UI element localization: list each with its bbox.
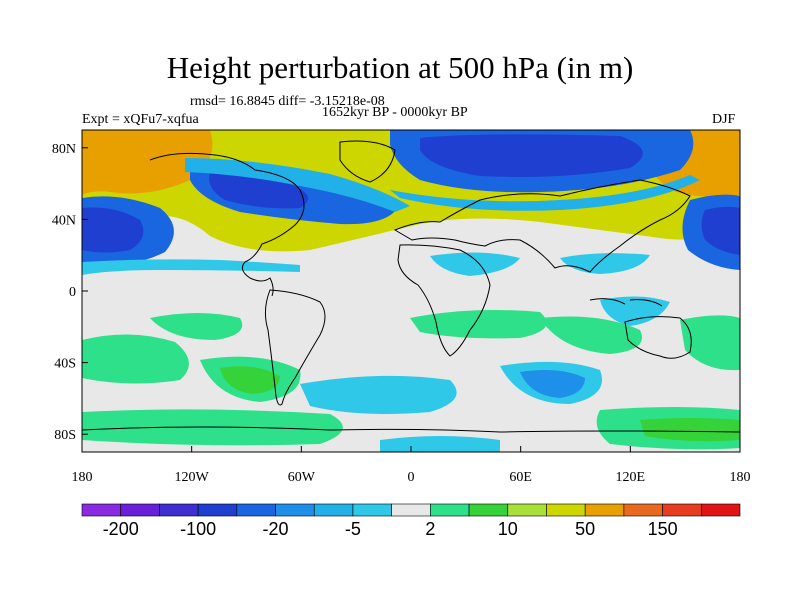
colorbar-label: -100 — [180, 519, 216, 539]
lat-tick-label: 80S — [54, 428, 76, 443]
colorbar-swatch — [159, 503, 199, 517]
colorbar-swatch — [507, 503, 547, 517]
latitude-axis: 80N 40N 0 40S 80S — [52, 142, 88, 443]
colorbar-swatch — [623, 503, 663, 517]
lat-tick-label: 0 — [69, 285, 76, 300]
colorbar-label: -200 — [103, 519, 139, 539]
colorbar-label: 2 — [425, 519, 435, 539]
lon-tick-label: 180 — [72, 470, 93, 485]
longitude-axis: 180 120W 60W 0 60E 120E 180 — [72, 446, 751, 485]
contour-field — [82, 130, 740, 452]
lon-tick-label: 120W — [175, 470, 210, 485]
lat-tick-label: 40S — [54, 357, 76, 372]
colorbar-swatch — [352, 503, 392, 517]
colorbar: -200 -100 -20 -5 2 10 50 150 — [81, 503, 741, 539]
lon-tick-label: 60W — [288, 470, 316, 485]
season-label: DJF — [712, 112, 736, 127]
stats-text: rmsd= 16.8845 diff= -3.15218e-08 — [190, 94, 385, 109]
colorbar-label: -20 — [263, 519, 289, 539]
colorbar-swatch — [313, 503, 354, 517]
colorbar-label: 50 — [575, 519, 595, 539]
lat-tick-label: 80N — [52, 142, 76, 157]
map-title: Height perturbation at 500 hPa (in m) — [166, 50, 634, 85]
colorbar-swatch — [468, 503, 509, 517]
lon-tick-label: 120E — [616, 470, 646, 485]
colorbar-swatch — [236, 503, 276, 517]
colorbar-swatch — [430, 503, 470, 517]
coastlines — [82, 140, 740, 433]
colorbar-label: -5 — [345, 519, 361, 539]
colorbar-swatch — [662, 503, 702, 517]
colorbar-swatch — [120, 503, 160, 517]
lon-tick-label: 60E — [509, 470, 532, 485]
lon-tick-label: 180 — [730, 470, 751, 485]
colorbar-swatch — [81, 503, 122, 517]
colorbar-swatch — [197, 503, 238, 517]
colorbar-swatch — [546, 503, 586, 517]
colorbar-label: 10 — [498, 519, 518, 539]
colorbar-swatch — [391, 503, 431, 517]
subtitle-text: 1652kyr BP - 0000kyr BP — [322, 105, 468, 120]
colorbar-swatch — [275, 503, 315, 517]
colorbar-label: 150 — [648, 519, 678, 539]
lon-tick-label: 0 — [408, 470, 415, 485]
colorbar-swatch — [700, 503, 741, 517]
colorbar-swatch — [584, 503, 625, 517]
lat-tick-label: 40N — [52, 213, 76, 228]
experiment-label: Expt = xQFu7-xqfua — [82, 112, 199, 127]
